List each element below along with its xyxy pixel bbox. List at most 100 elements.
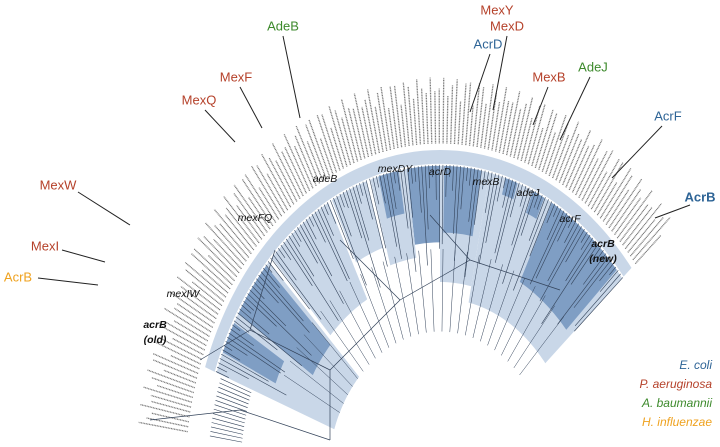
- leaf-label-stroke: [173, 307, 212, 333]
- leaf-label-stroke: [176, 302, 214, 328]
- branch: [297, 227, 318, 264]
- leaf-label-stroke: [531, 127, 544, 167]
- branch: [349, 188, 381, 288]
- leaf-label-stroke: [294, 135, 317, 186]
- leaf-label-stroke: [632, 217, 671, 261]
- branch: [275, 251, 297, 281]
- branch: [258, 274, 310, 333]
- leaf-label-stroke: [147, 369, 195, 389]
- legend-entry: P. aeruginosa: [639, 377, 712, 391]
- branch: [283, 241, 313, 286]
- branch: [536, 195, 543, 210]
- leaf-label-stroke: [157, 384, 193, 399]
- branch: [382, 261, 404, 340]
- leaf-label-stroke: [429, 77, 433, 144]
- leaf-label-stroke: [244, 174, 277, 223]
- leaf-label-stroke: [402, 82, 410, 146]
- branch: [342, 191, 349, 208]
- leaf-label-stroke: [138, 421, 188, 433]
- leaf-label-stroke: [465, 82, 472, 146]
- leaf-label-stroke: [341, 117, 355, 164]
- leaf-label-stroke: [241, 178, 274, 227]
- leaf-label-stroke: [558, 133, 580, 183]
- branch: [386, 172, 402, 259]
- leaf-label-stroke: [247, 196, 271, 230]
- branch: [494, 179, 513, 254]
- gene-label: MexI: [31, 238, 59, 253]
- leaf-label-stroke: [143, 386, 193, 403]
- branch: [496, 175, 503, 202]
- branch: [389, 171, 397, 210]
- branch: [503, 176, 507, 189]
- outer-band: [205, 150, 632, 373]
- leader-line: [37, 277, 99, 286]
- leaf-label-stroke: [568, 145, 590, 191]
- branch: [595, 250, 604, 261]
- leaf-label-stroke: [261, 153, 292, 208]
- branch: [513, 305, 556, 369]
- branch: [376, 176, 380, 188]
- branch: [228, 332, 286, 373]
- leader-line: [77, 191, 131, 226]
- branch: [557, 256, 609, 325]
- branch: [418, 250, 427, 333]
- branch: [371, 267, 397, 344]
- branch: [379, 174, 386, 204]
- branch: [280, 244, 292, 261]
- branch: [468, 168, 475, 222]
- branch: [565, 228, 585, 263]
- leaf-label-stroke: [213, 238, 242, 270]
- leaf-label-stroke: [548, 122, 569, 177]
- leaf-label-stroke: [407, 86, 414, 146]
- leaf-label-stroke: [140, 403, 190, 418]
- branch: [502, 178, 510, 208]
- branch: [362, 181, 373, 220]
- leader-line: [61, 249, 106, 263]
- branch: [223, 345, 233, 351]
- clade-label: mexDY: [378, 163, 413, 175]
- leaf-label-stroke: [284, 147, 307, 194]
- leaf-label-stroke: [434, 91, 437, 144]
- leaf-label-stroke: [502, 101, 514, 154]
- branch: [352, 186, 370, 241]
- branch: [299, 224, 344, 304]
- branch: [424, 165, 429, 230]
- gene-label: AdeB: [267, 18, 299, 33]
- leaf-label-stroke: [420, 88, 425, 145]
- leaf-label-stroke: [450, 85, 454, 144]
- branch: [230, 328, 254, 346]
- leader-line: [654, 204, 691, 219]
- leaf-label-stroke: [602, 175, 633, 222]
- branch: [237, 312, 302, 367]
- branch: [565, 237, 594, 282]
- leaf-label-stroke: [425, 92, 429, 144]
- branch: [372, 177, 380, 205]
- leaf-label-stroke: [190, 252, 231, 290]
- branch: [232, 324, 241, 332]
- branch: [410, 167, 413, 184]
- branch: [249, 289, 287, 327]
- leaf-label-stroke: [233, 184, 268, 233]
- leader-line: [532, 86, 549, 126]
- leader-line: [492, 35, 508, 111]
- leaf-label-stroke: [201, 269, 229, 294]
- branch: [314, 211, 348, 282]
- branch: [283, 374, 340, 413]
- branch: [211, 422, 244, 431]
- branch: [216, 366, 228, 373]
- branch: [215, 371, 229, 378]
- branch: [429, 214, 471, 261]
- branch: [449, 249, 456, 333]
- branch: [533, 193, 540, 208]
- leaf-label-stroke: [223, 196, 260, 244]
- branch: [494, 277, 526, 351]
- leaf-label-stroke: [330, 127, 345, 169]
- gene-label: MexY: [480, 2, 514, 17]
- leaf-label-stroke: [520, 118, 533, 162]
- leaf-label-stroke: [551, 134, 570, 179]
- branch: [529, 210, 565, 285]
- branch: [417, 166, 422, 213]
- branch: [541, 240, 596, 324]
- branch: [369, 178, 387, 249]
- branch: [317, 209, 350, 280]
